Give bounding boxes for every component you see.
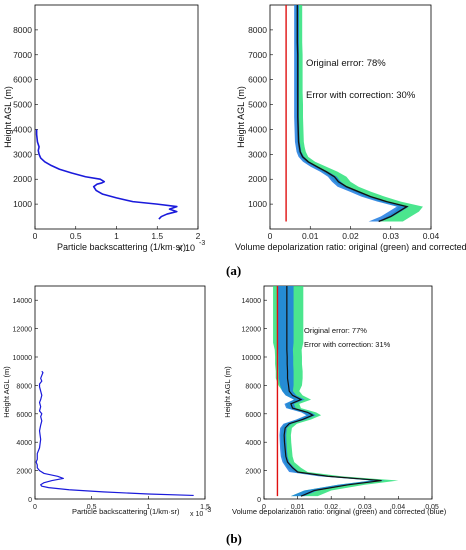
- y-ticks: 0 2000 4000 6000 8000 10000 12000 14000: [13, 298, 38, 504]
- series-line-mean: [283, 286, 382, 497]
- y-tick-label: 12000: [242, 327, 262, 334]
- x-tick-label: 0.01: [291, 504, 305, 511]
- x-tick-label: 0.03: [382, 231, 399, 241]
- y-tick-label: 7000: [13, 50, 32, 60]
- y-tick-label: 2000: [13, 174, 32, 184]
- chart-b-depolarization: 0 2000 4000 6000 8000 10000 12000 14000 0 0.01 0.…: [223, 285, 447, 516]
- y-tick-label: 4000: [248, 124, 267, 134]
- y-tick-label: 14000: [242, 298, 262, 305]
- x-ticks: 0 0.5 1 1.5 2: [33, 226, 201, 241]
- series-layer: [35, 129, 178, 220]
- band-layer: [273, 286, 399, 497]
- y-tick-label: 5000: [248, 100, 267, 110]
- y-ticks: 0 2000 4000 6000 8000 10000 12000 14000: [242, 298, 267, 504]
- y-tick-label: 8000: [248, 25, 267, 35]
- panel-label-b: (b): [226, 531, 242, 546]
- y-axis-label: Height AGL (m): [2, 366, 11, 418]
- series-layer: [285, 5, 409, 223]
- x-tick-label: 0.03: [358, 504, 372, 511]
- y-tick-label: 2000: [245, 469, 261, 476]
- x-tick-label: 1.5: [200, 504, 210, 511]
- series-line-mean: [296, 5, 409, 223]
- y-tick-label: 8000: [245, 383, 261, 390]
- y-axis-label: Height AGL (m): [223, 366, 232, 418]
- band-layer: [294, 5, 423, 222]
- y-tick-label: 3000: [13, 149, 32, 159]
- x-tick-label: 0.5: [87, 504, 97, 511]
- y-tick-label: 8000: [13, 25, 32, 35]
- x-tick-label: 0: [33, 504, 37, 511]
- x-ticks: 0 0.01 0.02 0.03 0.04: [268, 226, 440, 241]
- y-tick-label: 4000: [13, 124, 32, 134]
- x-ticks: 0 0.01 0.02 0.03 0.04 0.05: [262, 496, 439, 511]
- y-tick-label: 6000: [245, 412, 261, 419]
- y-tick-label: 5000: [13, 100, 32, 110]
- band-original: [295, 5, 423, 222]
- y-tick-label: 4000: [245, 440, 261, 447]
- x-tick-label: 0: [262, 504, 266, 511]
- x-axis-label: Volume depolarization ratio: original (g…: [235, 242, 466, 252]
- x-tick-label: 0: [33, 231, 38, 241]
- y-tick-label: 6000: [248, 75, 267, 85]
- y-tick-label: 0: [28, 497, 32, 504]
- x-tick-label: 1: [114, 231, 119, 241]
- series-line-backscatter: [35, 129, 178, 220]
- annotation-corrected-error: Error with correction: 30%: [306, 90, 416, 101]
- chart-a-depolarization: 1000 2000 3000 4000 5000 6000 7000 8000 0 0.01 0.…: [235, 4, 466, 252]
- y-ticks: 1000 2000 3000 4000 5000 6000 7000 8000: [248, 25, 273, 209]
- x-axis-label: Particle backscattering (1/km·sr): [72, 507, 180, 516]
- band-corrected: [277, 286, 385, 497]
- plot-frame: [34, 285, 206, 500]
- x-tick-label: 0.04: [392, 504, 406, 511]
- series-layer: [276, 286, 382, 497]
- x-tick-label: 1: [146, 504, 150, 511]
- chart-a-backscatter: 1000 2000 3000 4000 5000 6000 7000 8000 0 0.5 1 1.…: [3, 4, 205, 253]
- series-line-backscatter: [35, 370, 194, 497]
- y-tick-label: 6000: [16, 412, 32, 419]
- x-tick-label: 0.5: [70, 231, 82, 241]
- plot-frame: [34, 4, 199, 230]
- y-tick-label: 10000: [242, 355, 262, 362]
- y-tick-label: 7000: [248, 50, 267, 60]
- annotation-original-error: Original error: 77%: [304, 326, 367, 335]
- series-layer: [35, 370, 194, 497]
- x-axis-multiplier: x 10: [190, 511, 203, 518]
- x-tick-label: 2: [196, 231, 201, 241]
- y-tick-label: 12000: [13, 327, 33, 334]
- annotation-corrected-error: Error with correction: 31%: [304, 340, 391, 349]
- x-tick-label: 1.5: [151, 231, 163, 241]
- x-tick-label: 0.02: [324, 504, 338, 511]
- x-axis-label: Volume depolarization ratio: original (g…: [232, 507, 447, 516]
- y-tick-label: 2000: [16, 469, 32, 476]
- y-tick-label: 1000: [248, 199, 267, 209]
- y-tick-label: 6000: [13, 75, 32, 85]
- y-tick-label: 0: [257, 497, 261, 504]
- y-tick-label: 4000: [16, 440, 32, 447]
- x-axis-multiplier: x 10: [178, 243, 195, 253]
- y-tick-label: 3000: [248, 149, 267, 159]
- x-tick-label: 0.01: [302, 231, 319, 241]
- x-axis-exponent: -3: [205, 507, 211, 514]
- y-tick-label: 1000: [13, 199, 32, 209]
- y-tick-label: 8000: [16, 383, 32, 390]
- y-tick-label: 2000: [248, 174, 267, 184]
- y-axis-label: Height AGL (m): [3, 86, 13, 148]
- x-tick-label: 0: [268, 231, 273, 241]
- x-tick-label: 0.05: [425, 504, 439, 511]
- y-tick-label: 10000: [13, 355, 33, 362]
- y-axis-label: Height AGL (m): [236, 86, 246, 148]
- y-tick-label: 14000: [13, 298, 33, 305]
- x-axis-label: Particle backscattering (1/km·sr): [57, 242, 186, 252]
- x-tick-label: 0.04: [423, 231, 440, 241]
- x-tick-label: 0.02: [342, 231, 359, 241]
- y-ticks: 1000 2000 3000 4000 5000 6000 7000 8000: [13, 25, 38, 209]
- chart-b-backscatter: 0 2000 4000 6000 8000 10000 12000 14000 0 0.5 1 1.…: [2, 285, 211, 518]
- x-axis-exponent: -3: [199, 240, 205, 247]
- panel-label-a: (a): [226, 263, 241, 278]
- x-ticks: 0 0.5 1 1.5: [33, 496, 210, 511]
- annotation-original-error: Original error: 78%: [306, 58, 386, 69]
